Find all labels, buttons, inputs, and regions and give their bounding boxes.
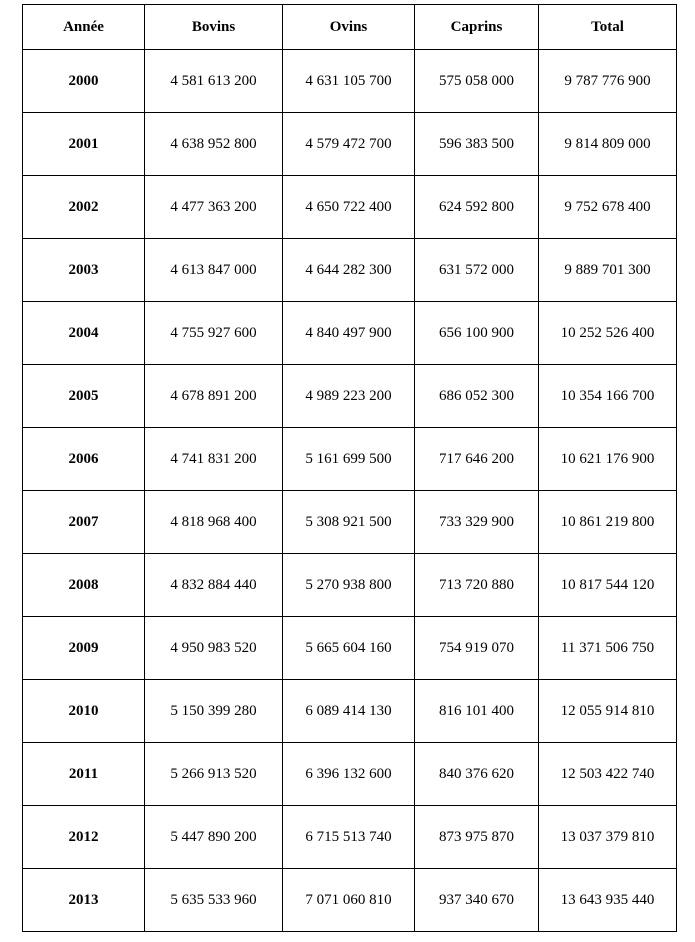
value-cell: 9 889 701 300 <box>539 239 677 302</box>
value-cell: 7 071 060 810 <box>283 869 415 932</box>
year-cell: 2005 <box>23 365 145 428</box>
value-cell: 575 058 000 <box>415 50 539 113</box>
year-cell: 2012 <box>23 806 145 869</box>
year-cell: 2007 <box>23 491 145 554</box>
value-cell: 624 592 800 <box>415 176 539 239</box>
year-cell: 2000 <box>23 50 145 113</box>
table-row: 20024 477 363 2004 650 722 400624 592 80… <box>23 176 677 239</box>
table-row: 20064 741 831 2005 161 699 500717 646 20… <box>23 428 677 491</box>
year-cell: 2002 <box>23 176 145 239</box>
year-cell: 2003 <box>23 239 145 302</box>
value-cell: 10 354 166 700 <box>539 365 677 428</box>
value-cell: 4 818 968 400 <box>145 491 283 554</box>
value-cell: 5 161 699 500 <box>283 428 415 491</box>
value-cell: 6 396 132 600 <box>283 743 415 806</box>
table-row: 20034 613 847 0004 644 282 300631 572 00… <box>23 239 677 302</box>
value-cell: 10 621 176 900 <box>539 428 677 491</box>
page: Année Bovins Ovins Caprins Total 20004 5… <box>0 0 695 942</box>
value-cell: 5 447 890 200 <box>145 806 283 869</box>
value-cell: 10 817 544 120 <box>539 554 677 617</box>
value-cell: 4 678 891 200 <box>145 365 283 428</box>
value-cell: 840 376 620 <box>415 743 539 806</box>
value-cell: 4 650 722 400 <box>283 176 415 239</box>
value-cell: 713 720 880 <box>415 554 539 617</box>
value-cell: 4 581 613 200 <box>145 50 283 113</box>
col-ovins-header: Ovins <box>283 5 415 50</box>
year-cell: 2013 <box>23 869 145 932</box>
value-cell: 4 644 282 300 <box>283 239 415 302</box>
value-cell: 4 477 363 200 <box>145 176 283 239</box>
value-cell: 754 919 070 <box>415 617 539 680</box>
col-bovins-header: Bovins <box>145 5 283 50</box>
value-cell: 12 503 422 740 <box>539 743 677 806</box>
header-row: Année Bovins Ovins Caprins Total <box>23 5 677 50</box>
col-caprins-header: Caprins <box>415 5 539 50</box>
table-row: 20125 447 890 2006 715 513 740873 975 87… <box>23 806 677 869</box>
value-cell: 13 037 379 810 <box>539 806 677 869</box>
table-body: 20004 581 613 2004 631 105 700575 058 00… <box>23 50 677 932</box>
year-cell: 2008 <box>23 554 145 617</box>
value-cell: 4 613 847 000 <box>145 239 283 302</box>
value-cell: 816 101 400 <box>415 680 539 743</box>
value-cell: 9 787 776 900 <box>539 50 677 113</box>
value-cell: 4 755 927 600 <box>145 302 283 365</box>
table-row: 20135 635 533 9607 071 060 810937 340 67… <box>23 869 677 932</box>
value-cell: 5 270 938 800 <box>283 554 415 617</box>
value-cell: 5 308 921 500 <box>283 491 415 554</box>
col-year-header: Année <box>23 5 145 50</box>
value-cell: 733 329 900 <box>415 491 539 554</box>
value-cell: 13 643 935 440 <box>539 869 677 932</box>
col-total-header: Total <box>539 5 677 50</box>
value-cell: 5 635 533 960 <box>145 869 283 932</box>
value-cell: 4 989 223 200 <box>283 365 415 428</box>
value-cell: 9 814 809 000 <box>539 113 677 176</box>
value-cell: 6 089 414 130 <box>283 680 415 743</box>
value-cell: 10 252 526 400 <box>539 302 677 365</box>
table-row: 20084 832 884 4405 270 938 800713 720 88… <box>23 554 677 617</box>
table-header: Année Bovins Ovins Caprins Total <box>23 5 677 50</box>
year-cell: 2009 <box>23 617 145 680</box>
year-cell: 2011 <box>23 743 145 806</box>
data-table: Année Bovins Ovins Caprins Total 20004 5… <box>22 4 677 932</box>
value-cell: 6 715 513 740 <box>283 806 415 869</box>
value-cell: 9 752 678 400 <box>539 176 677 239</box>
value-cell: 873 975 870 <box>415 806 539 869</box>
value-cell: 12 055 914 810 <box>539 680 677 743</box>
value-cell: 596 383 500 <box>415 113 539 176</box>
table-row: 20054 678 891 2004 989 223 200686 052 30… <box>23 365 677 428</box>
table-row: 20004 581 613 2004 631 105 700575 058 00… <box>23 50 677 113</box>
value-cell: 5 150 399 280 <box>145 680 283 743</box>
value-cell: 10 861 219 800 <box>539 491 677 554</box>
table-row: 20074 818 968 4005 308 921 500733 329 90… <box>23 491 677 554</box>
table-row: 20105 150 399 2806 089 414 130816 101 40… <box>23 680 677 743</box>
value-cell: 11 371 506 750 <box>539 617 677 680</box>
value-cell: 686 052 300 <box>415 365 539 428</box>
value-cell: 4 579 472 700 <box>283 113 415 176</box>
value-cell: 656 100 900 <box>415 302 539 365</box>
table-row: 20115 266 913 5206 396 132 600840 376 62… <box>23 743 677 806</box>
value-cell: 631 572 000 <box>415 239 539 302</box>
value-cell: 4 832 884 440 <box>145 554 283 617</box>
table-row: 20014 638 952 8004 579 472 700596 383 50… <box>23 113 677 176</box>
value-cell: 5 665 604 160 <box>283 617 415 680</box>
value-cell: 4 638 952 800 <box>145 113 283 176</box>
year-cell: 2006 <box>23 428 145 491</box>
year-cell: 2004 <box>23 302 145 365</box>
value-cell: 4 631 105 700 <box>283 50 415 113</box>
table-row: 20094 950 983 5205 665 604 160754 919 07… <box>23 617 677 680</box>
table-row: 20044 755 927 6004 840 497 900656 100 90… <box>23 302 677 365</box>
value-cell: 5 266 913 520 <box>145 743 283 806</box>
year-cell: 2001 <box>23 113 145 176</box>
value-cell: 4 950 983 520 <box>145 617 283 680</box>
year-cell: 2010 <box>23 680 145 743</box>
value-cell: 4 840 497 900 <box>283 302 415 365</box>
value-cell: 717 646 200 <box>415 428 539 491</box>
value-cell: 4 741 831 200 <box>145 428 283 491</box>
value-cell: 937 340 670 <box>415 869 539 932</box>
